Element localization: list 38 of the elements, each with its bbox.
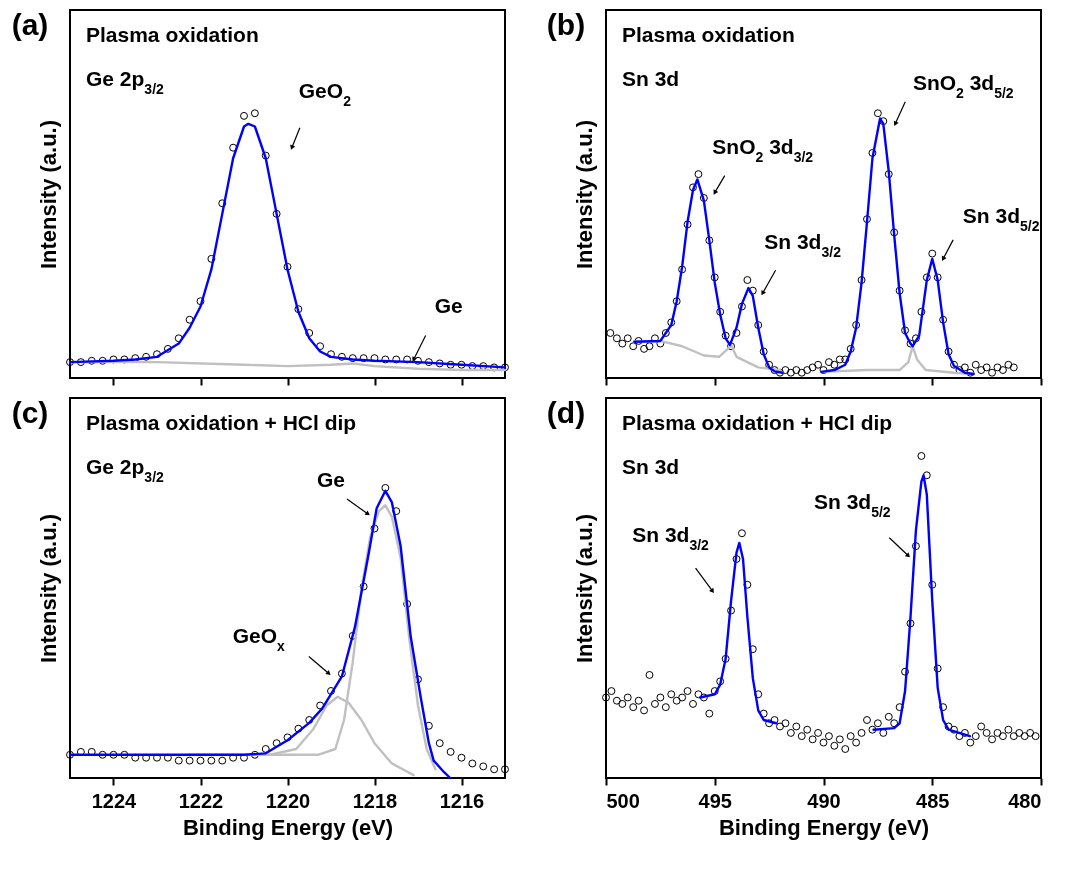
text: Plasma oxidation + HCl dip xyxy=(86,411,357,434)
text: Ge 2p$_{3/2}$ xyxy=(86,67,165,97)
x-tick-label: 1220 xyxy=(265,789,311,812)
text: Sn 3d xyxy=(622,67,680,90)
x-tick-label: 1224 xyxy=(91,789,138,812)
text: Ge 2p$_{3/2}$ xyxy=(86,455,165,485)
y-axis-title: Intensity (a.u.) xyxy=(571,119,597,270)
annotation: Sn 3d xyxy=(622,455,680,478)
text: Plasma oxidation + HCl dip xyxy=(622,411,893,434)
annotation: Sn 3d$_{3/2}$ xyxy=(632,523,710,554)
y-axis-title: Intensity (a.u.) xyxy=(35,513,61,664)
annotation: Sn 3d$_{5/2}$ xyxy=(962,203,1040,234)
x-tick-label: 500 xyxy=(606,789,640,812)
text: Plasma oxidation xyxy=(86,23,259,46)
chart-title: (d) xyxy=(546,396,586,429)
x-tick-label: 1218 xyxy=(352,789,398,812)
text: Plasma oxidation xyxy=(622,23,795,46)
annotation: SnO$_{2}$ 3d$_{3/2}$ xyxy=(712,134,814,165)
y-axis-title: Intensity (a.u.) xyxy=(571,513,597,664)
chart-title: (c) xyxy=(11,396,49,429)
annotation: GeO$_{2}$ xyxy=(298,78,352,109)
x-tick-label: 485 xyxy=(916,789,950,812)
x-tick-label: 480 xyxy=(1008,789,1042,812)
annotation: Sn 3d$_{3/2}$ xyxy=(764,230,842,261)
x-tick-label: 495 xyxy=(698,789,732,812)
x-axis-title: Binding Energy (eV) xyxy=(182,814,394,840)
annotation: Sn 3d$_{5/2}$ xyxy=(814,489,891,520)
chart-title: (b) xyxy=(546,8,586,41)
y-axis-title: Intensity (a.u.) xyxy=(35,119,61,270)
x-tick-label: 1216 xyxy=(439,789,485,812)
annotation: Ge xyxy=(316,468,345,492)
x-tick-label: 1222 xyxy=(178,789,224,812)
annotation: Ge xyxy=(434,294,463,318)
x-axis-title: Binding Energy (eV) xyxy=(718,814,930,840)
annotation: GeO$_{x}$ xyxy=(232,623,286,654)
annotation: SnO$_{2}$ 3d$_{5/2}$ xyxy=(912,70,1014,101)
chart-title: (a) xyxy=(11,8,49,41)
x-tick-label: 490 xyxy=(807,789,841,812)
